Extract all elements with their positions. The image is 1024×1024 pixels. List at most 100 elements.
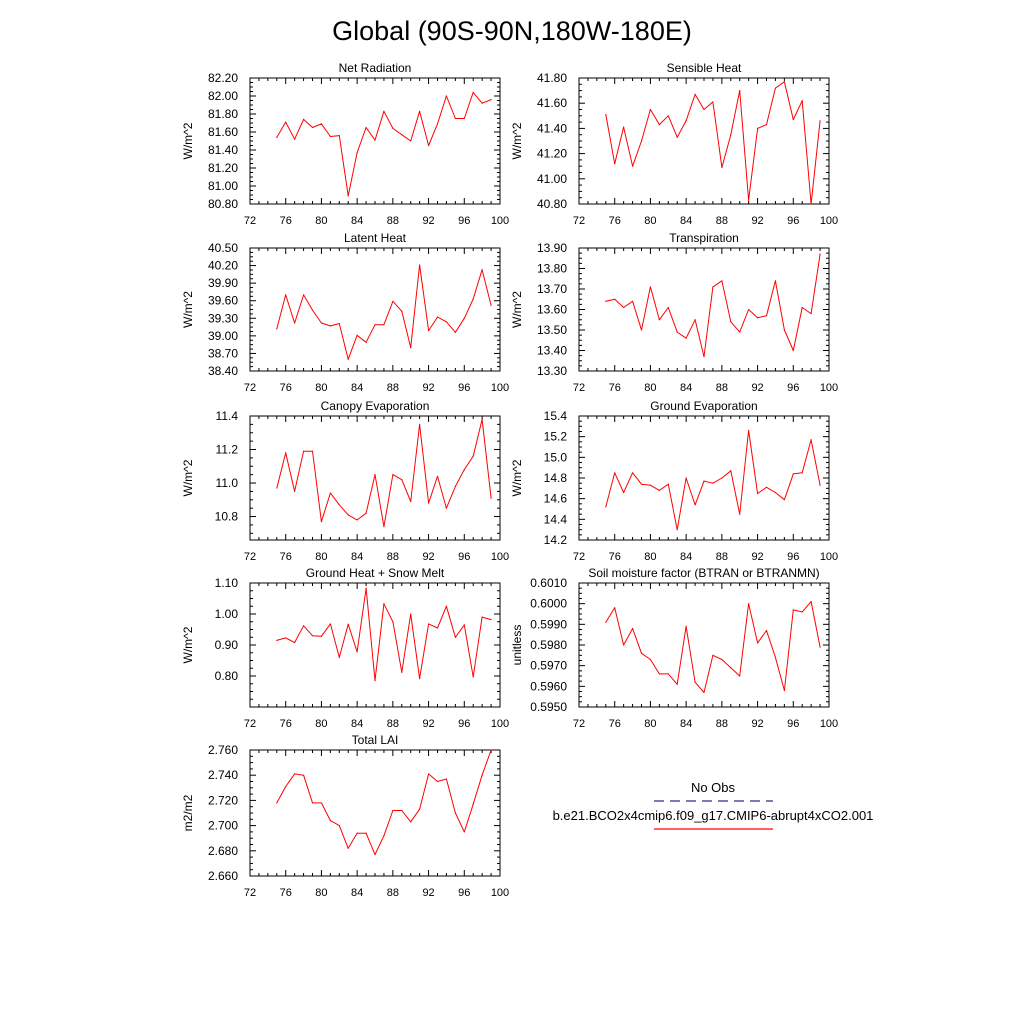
data-point: [703, 480, 705, 482]
y-tick-label: 14.6: [544, 492, 568, 506]
data-point: [801, 100, 803, 102]
data-point: [783, 329, 785, 331]
x-tick-label: 80: [644, 718, 656, 730]
plot-frame: [249, 582, 501, 708]
data-point: [730, 470, 732, 472]
x-tick-label: 84: [680, 215, 692, 227]
data-point: [667, 483, 669, 485]
panel-latent-heat: Latent Heat W/m^2 72 76 80 84 88 92 96 100 38.40 38…: [181, 231, 509, 394]
data-point: [658, 489, 660, 491]
data-point: [365, 587, 367, 589]
y-tick-label: 11.0: [216, 476, 239, 490]
x-tick-label: 96: [458, 718, 470, 730]
y-tick-label: 81.00: [208, 179, 238, 193]
x-tick-label: 88: [387, 215, 399, 227]
data-point: [721, 658, 723, 661]
x-tick-label: 88: [716, 382, 728, 394]
plot-frame: [249, 415, 501, 541]
data-point: [383, 324, 385, 326]
data-point: [792, 349, 794, 352]
data-point: [685, 120, 687, 122]
data-point: [649, 286, 652, 288]
data-point: [640, 652, 643, 654]
x-tick-label: 80: [315, 887, 327, 899]
panel-net-radiation: Net Radiation W/m^2 72 76 80 84 88 92 96 100 80.80…: [181, 61, 509, 227]
panel-title: Latent Heat: [344, 231, 407, 245]
x-tick-label: 76: [609, 718, 621, 730]
data-point: [481, 616, 483, 618]
x-tick-label: 72: [244, 382, 256, 394]
data-point: [427, 502, 430, 504]
y-tick-label: 2.740: [208, 768, 238, 782]
y-tick-label: 41.20: [537, 147, 567, 161]
y-tick-label: 41.60: [537, 96, 567, 110]
y-tick-label: 39.00: [208, 329, 238, 343]
y-tick-label: 11.4: [216, 409, 239, 423]
data-point: [694, 93, 696, 95]
data-point: [649, 658, 652, 661]
y-tick-label: 0.80: [215, 669, 239, 683]
data-point: [320, 635, 323, 637]
y-tick-label: 11.2: [216, 443, 239, 457]
data-point: [294, 322, 296, 324]
data-point: [463, 831, 465, 833]
data-point: [712, 654, 714, 656]
data-point: [721, 280, 723, 282]
data-point: [739, 675, 741, 677]
figure-title: Global (90S-90N,180W-180E): [332, 16, 692, 46]
y-tick-label: 0.5980: [530, 638, 567, 652]
data-point: [819, 120, 821, 122]
data-point: [756, 127, 759, 129]
y-tick-label: 2.680: [208, 844, 238, 858]
y-tick-label: 41.40: [537, 121, 567, 135]
data-point: [347, 195, 349, 197]
data-point: [285, 294, 287, 296]
data-point: [356, 832, 358, 834]
x-tick-label: 100: [820, 382, 838, 394]
x-tick-label: 88: [387, 551, 399, 563]
panel-total-lai: Total LAI m2/m2 72 76 80 84 88 92 96 100 2.660 2.68…: [181, 733, 509, 899]
data-point: [712, 482, 714, 484]
data-point: [774, 491, 777, 494]
x-tick-label: 76: [280, 887, 292, 899]
data-point: [436, 627, 439, 629]
data-point: [374, 680, 376, 682]
data-point: [365, 832, 367, 834]
x-tick-label: 88: [387, 887, 399, 899]
data-point: [721, 477, 723, 479]
x-tick-label: 100: [820, 718, 838, 730]
data-point: [774, 656, 777, 659]
y-tick-label: 13.80: [537, 262, 567, 276]
data-point: [383, 603, 385, 605]
data-point: [410, 613, 412, 615]
data-point: [294, 490, 296, 493]
panel-title: Ground Heat + Snow Melt: [306, 566, 445, 580]
panel-title: Ground Evaporation: [650, 399, 757, 413]
data-point: [419, 677, 421, 680]
series-line-0: [605, 81, 821, 205]
x-tick-label: 84: [351, 382, 363, 394]
y-tick-label: 14.4: [544, 512, 568, 526]
data-point: [347, 358, 349, 360]
x-tick-label: 100: [491, 887, 509, 899]
data-point: [792, 473, 794, 475]
data-point: [285, 452, 287, 454]
x-tick-label: 76: [280, 551, 292, 563]
x-tick-label: 76: [609, 551, 621, 563]
x-tick-label: 92: [751, 382, 763, 394]
plot-frame: [578, 582, 830, 708]
data-point: [649, 484, 652, 486]
panel-soil-moisture-factor-btran-or-btranmn: Soil moisture factor (BTRAN or BTRANMN) u…: [510, 566, 838, 730]
data-point: [311, 635, 314, 637]
data-point: [427, 773, 430, 775]
data-point: [436, 475, 439, 477]
x-tick-label: 88: [387, 718, 399, 730]
data-point: [338, 825, 340, 827]
x-tick-label: 80: [315, 215, 327, 227]
data-point: [774, 280, 777, 282]
y-tick-label: 14.2: [544, 533, 568, 547]
panel-title: Soil moisture factor (BTRAN or BTRANMN): [588, 566, 819, 580]
data-point: [631, 300, 634, 302]
data-point: [748, 429, 750, 432]
data-point: [614, 163, 616, 165]
